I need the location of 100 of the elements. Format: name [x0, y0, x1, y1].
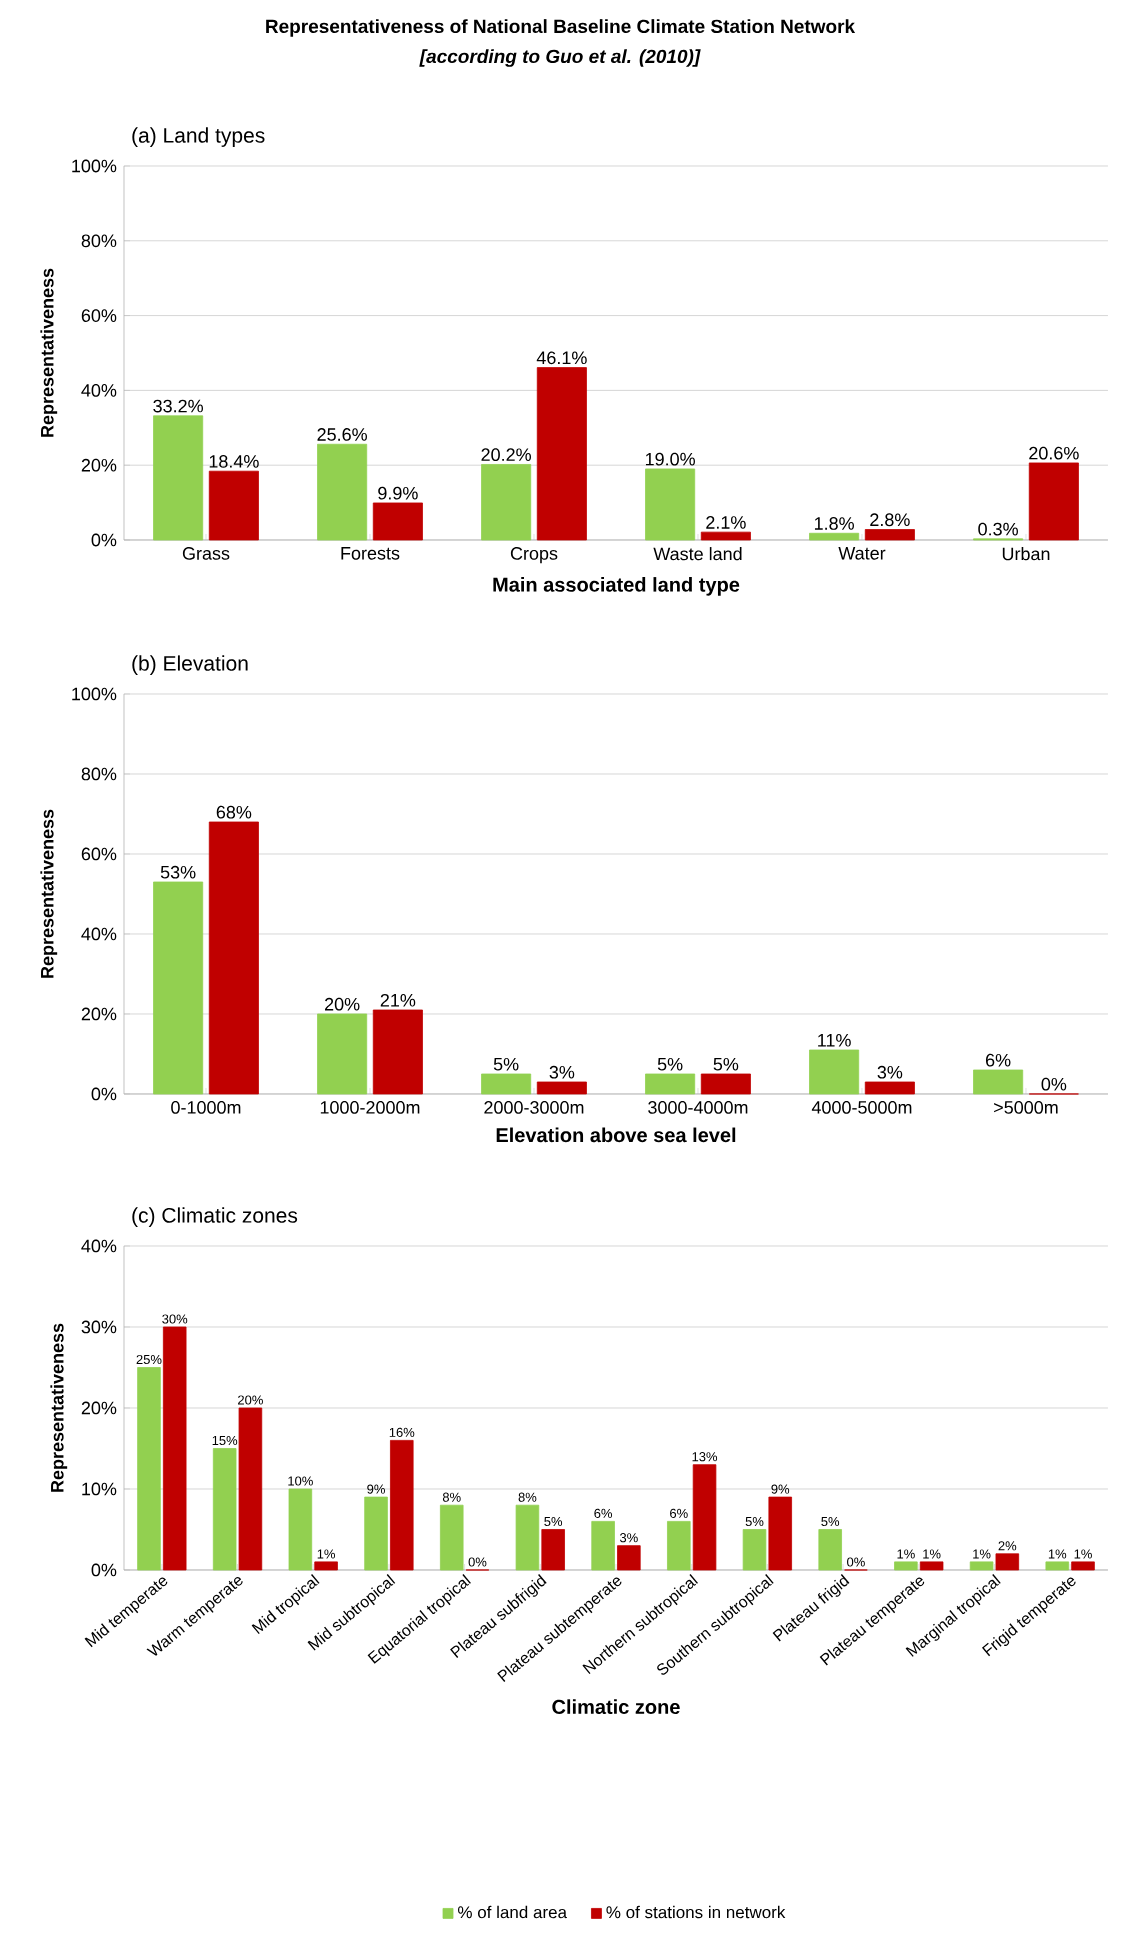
legend-label: % of land area — [458, 1905, 567, 1919]
bar — [288, 1488, 313, 1571]
x-tick-label: 2000-3000m — [484, 1101, 584, 1114]
bar — [919, 1561, 944, 1571]
data-label: 19.0% — [645, 452, 695, 466]
bar — [645, 1073, 696, 1095]
bar — [692, 1464, 717, 1571]
bar — [481, 464, 532, 541]
bar — [536, 367, 587, 541]
bar — [137, 1367, 161, 1571]
data-label: 53% — [160, 865, 196, 879]
bar — [995, 1553, 1020, 1571]
x-axis-title: Climatic zone — [552, 1699, 680, 1714]
data-label: 2.8% — [870, 513, 910, 527]
bar — [364, 1496, 388, 1571]
bar — [1028, 462, 1079, 541]
x-tick-label: Waste land — [653, 547, 742, 561]
data-label: 3% — [549, 1065, 575, 1079]
data-label: 5% — [493, 1057, 519, 1071]
x-tick-label: 0-1000m — [171, 1101, 241, 1114]
y-tick-label: 60% — [81, 309, 117, 322]
bar — [1045, 1561, 1070, 1571]
bar — [372, 1009, 423, 1095]
bar — [864, 529, 915, 541]
data-label: 0.3% — [978, 522, 1018, 536]
data-label: 68% — [216, 805, 252, 819]
bar — [541, 1529, 565, 1571]
bar — [208, 821, 259, 1095]
text: Representativeness of National Baseline Climate Station Network — [266, 19, 856, 37]
legend-label: % of stations in network — [606, 1905, 786, 1919]
bar — [153, 881, 204, 1095]
data-label: 11% — [818, 1034, 851, 1047]
x-tick-label: 4000-5000m — [811, 1101, 912, 1114]
data-label: 20.2% — [481, 448, 531, 462]
bar — [809, 532, 860, 541]
bar — [700, 531, 751, 541]
bar — [700, 1073, 751, 1095]
data-label: 0% — [1041, 1077, 1067, 1091]
bar — [645, 468, 696, 541]
y-tick-label: 20% — [81, 1401, 117, 1415]
bar — [1071, 1561, 1095, 1571]
data-label: 46.1% — [536, 351, 587, 365]
x-tick-label: Water — [838, 547, 886, 560]
data-label: 6% — [986, 1053, 1011, 1067]
data-label: 5% — [713, 1057, 739, 1071]
data-label: 9.9% — [378, 486, 418, 500]
y-tick-label: 20% — [81, 1007, 117, 1021]
bar — [481, 1073, 532, 1095]
bar — [536, 1081, 587, 1095]
y-tick-label: 40% — [81, 927, 117, 941]
data-label: 2.1% — [706, 516, 746, 529]
bar — [768, 1496, 792, 1571]
chart-title: (a) Land types — [132, 127, 265, 147]
chart-title: (c) Climatic zones — [132, 1207, 298, 1227]
y-tick-label: 40% — [81, 1239, 117, 1253]
data-label: 3% — [877, 1065, 903, 1079]
data-label: 25.6% — [317, 428, 367, 441]
bar — [212, 1448, 237, 1571]
bar — [591, 1520, 615, 1571]
y-tick-label: 80% — [81, 234, 117, 248]
bar — [894, 1561, 918, 1571]
data-label: 1.8% — [814, 517, 854, 530]
text: [according to Guo et al. (2010)] — [419, 49, 701, 67]
bar — [153, 415, 204, 541]
bar — [742, 1529, 767, 1571]
bar — [864, 1081, 915, 1095]
data-label: 5% — [657, 1057, 683, 1071]
bar — [317, 1013, 368, 1095]
bar — [390, 1439, 414, 1571]
bar — [317, 443, 368, 541]
y-axis-title: Representativeness — [40, 809, 58, 978]
data-label: 20.6% — [1029, 446, 1079, 460]
bar — [238, 1407, 263, 1571]
bar — [372, 502, 423, 541]
bar — [515, 1504, 540, 1571]
y-axis-title: Representativeness — [40, 268, 58, 437]
y-tick-label: 100% — [72, 159, 117, 173]
data-label: 33.2% — [153, 399, 203, 413]
chart-title: (b) Elevation — [132, 655, 248, 675]
y-tick-label: 20% — [81, 458, 117, 472]
bar — [314, 1561, 338, 1571]
y-tick-label: 30% — [81, 1320, 117, 1334]
y-tick-label: 80% — [81, 767, 117, 781]
data-label: 21% — [380, 993, 416, 1007]
data-label: 18.4% — [209, 455, 259, 468]
x-axis-title: Elevation above sea level — [496, 1127, 736, 1143]
y-tick-label: 0% — [91, 1563, 117, 1577]
y-tick-label: 100% — [72, 687, 117, 701]
x-tick-label: Forests — [341, 547, 400, 560]
y-axis-title: Representativeness — [50, 1323, 68, 1492]
x-tick-label: 3000-4000m — [648, 1101, 748, 1114]
bar — [208, 470, 259, 541]
bar — [973, 1069, 1024, 1095]
x-tick-label: Urban — [1002, 547, 1050, 561]
bar — [969, 1561, 994, 1571]
x-axis-title: Main associated land type — [493, 577, 740, 596]
x-tick-label: Grass — [182, 547, 230, 560]
bar — [667, 1520, 691, 1571]
y-tick-label: 60% — [81, 847, 117, 861]
bar — [818, 1529, 842, 1571]
